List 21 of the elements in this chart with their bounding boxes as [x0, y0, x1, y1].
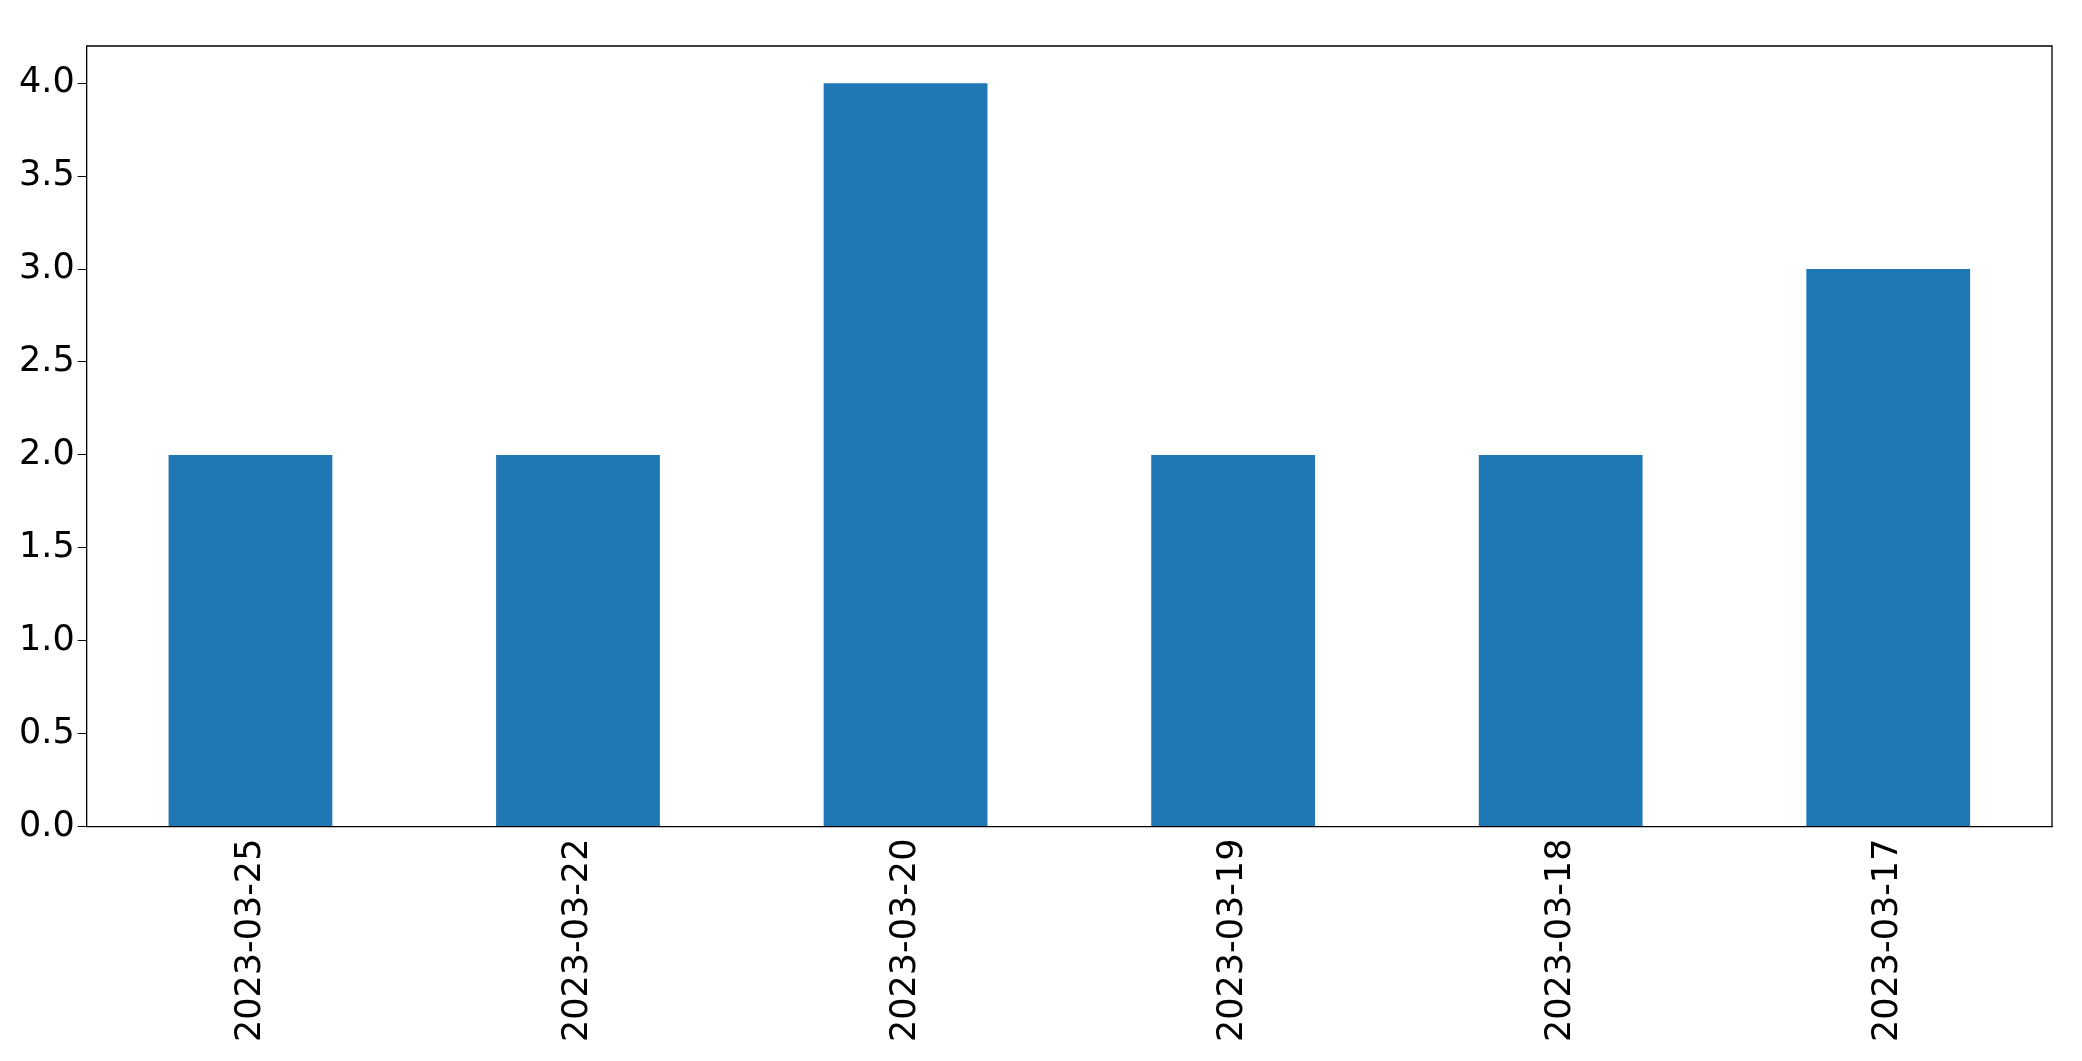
bar [823, 83, 988, 827]
x-tick-label: 2023-03-19 [1210, 838, 1251, 1042]
y-tick-label: 0.0 [18, 803, 75, 844]
bar [1478, 454, 1643, 827]
y-tick-label: 0.5 [18, 710, 75, 751]
bar [1151, 454, 1315, 827]
y-tick-label: 2.5 [18, 339, 75, 380]
y-tick-label: 2.0 [18, 431, 75, 472]
bar [168, 454, 333, 827]
x-tick-label: 2023-03-18 [1537, 838, 1578, 1042]
bar [1806, 269, 1971, 827]
y-tick-label: 3.5 [18, 153, 75, 194]
x-tick-label: 2023-03-22 [555, 838, 596, 1042]
x-tick-label: 2023-03-17 [1865, 838, 1906, 1042]
bar [496, 454, 660, 827]
x-tick-label: 2023-03-25 [227, 838, 268, 1042]
y-tick-label: 1.0 [18, 617, 75, 658]
x-tick-label: 2023-03-20 [882, 838, 923, 1042]
y-tick-label: 3.0 [18, 246, 75, 287]
y-tick-label: 4.0 [18, 60, 75, 101]
y-tick-label: 1.5 [18, 524, 75, 565]
